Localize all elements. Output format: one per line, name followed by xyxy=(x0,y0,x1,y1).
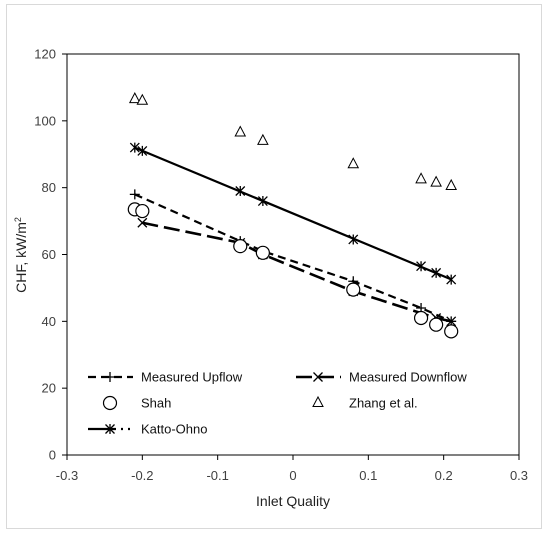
data-point xyxy=(235,186,246,197)
data-point xyxy=(136,93,149,105)
data-point xyxy=(128,92,141,104)
series-line xyxy=(142,221,452,323)
x-tick-label: -0.2 xyxy=(131,468,153,483)
data-point xyxy=(137,217,148,228)
y-tick-label: 80 xyxy=(42,180,56,195)
legend-item: Measured Downflow xyxy=(296,370,467,385)
data-point xyxy=(255,245,270,260)
legend-item: Zhang et al. xyxy=(312,395,418,411)
x-tick-label: 0.3 xyxy=(510,468,528,483)
legend-label: Measured Downflow xyxy=(349,370,467,385)
y-tick-label: 40 xyxy=(42,314,56,329)
legend-swatch-marker xyxy=(105,372,115,382)
data-point xyxy=(234,125,247,137)
series-line xyxy=(134,193,452,323)
data-point xyxy=(446,316,457,327)
legend-label: Shah xyxy=(141,396,171,411)
y-axis-label-superscript: 2 xyxy=(13,217,23,222)
data-point xyxy=(129,189,140,200)
series-shah xyxy=(127,202,459,339)
data-point xyxy=(416,261,427,272)
data-point xyxy=(348,234,359,245)
y-axis-label-text: CHF, kW/m xyxy=(13,222,29,293)
data-point xyxy=(257,133,269,145)
legend-item: Shah xyxy=(102,395,171,411)
data-point xyxy=(415,172,427,184)
data-point xyxy=(257,196,268,207)
y-tick-label: 60 xyxy=(42,247,56,262)
data-point xyxy=(444,324,459,339)
data-point xyxy=(446,274,457,285)
legend-swatch-marker xyxy=(313,372,323,382)
legend-swatch-marker xyxy=(102,395,118,411)
x-tick-label: 0.2 xyxy=(435,468,453,483)
legend-label: Zhang et al. xyxy=(349,396,418,411)
data-point xyxy=(233,239,248,254)
y-tick-label: 100 xyxy=(34,113,56,128)
legend-swatch-marker xyxy=(105,424,115,434)
legend-item: Measured Upflow xyxy=(88,370,243,385)
data-point xyxy=(347,157,360,169)
x-axis-label: Inlet Quality xyxy=(256,493,330,509)
svg-text:CHF, kW/m2: CHF, kW/m2 xyxy=(13,217,29,293)
legend: Measured Upflow Measured Downflow Shah Zhan… xyxy=(88,370,467,437)
plot-layer: -0.3 -0.2 -0.1 0 0.1 0.2 0.3 0 20 40 60 80 100 120 Mea… xyxy=(34,47,528,484)
data-point xyxy=(431,267,442,278)
data-point xyxy=(429,317,444,332)
y-tick-label: 0 xyxy=(49,448,56,463)
data-point xyxy=(135,203,150,219)
legend-swatch-marker xyxy=(312,395,324,407)
x-tick-label: 0.1 xyxy=(359,468,377,483)
data-point xyxy=(346,282,361,297)
series-measured-downflow xyxy=(137,217,457,327)
data-point xyxy=(129,142,140,153)
data-point xyxy=(430,175,442,187)
legend-label: Katto-Ohno xyxy=(141,422,208,437)
y-tick-label: 20 xyxy=(42,381,56,396)
series-line xyxy=(134,146,452,281)
series-katto-ohno xyxy=(129,142,457,285)
legend-label: Measured Upflow xyxy=(141,370,243,385)
plot-area-border xyxy=(66,53,520,456)
series-measured-upflow xyxy=(129,189,457,327)
chart-frame xyxy=(6,4,542,529)
legend-item: Katto-Ohno xyxy=(88,422,208,437)
x-tick-label: -0.1 xyxy=(206,468,228,483)
y-tick-label: 120 xyxy=(34,47,56,62)
data-point xyxy=(445,178,458,190)
x-tick-label: 0 xyxy=(289,468,296,483)
series-zhang-et-al xyxy=(128,92,458,190)
data-point xyxy=(413,310,429,326)
x-tick-label: -0.3 xyxy=(56,468,78,483)
y-axis-label: CHF, kW/m2 xyxy=(13,217,29,293)
data-point xyxy=(137,145,148,156)
